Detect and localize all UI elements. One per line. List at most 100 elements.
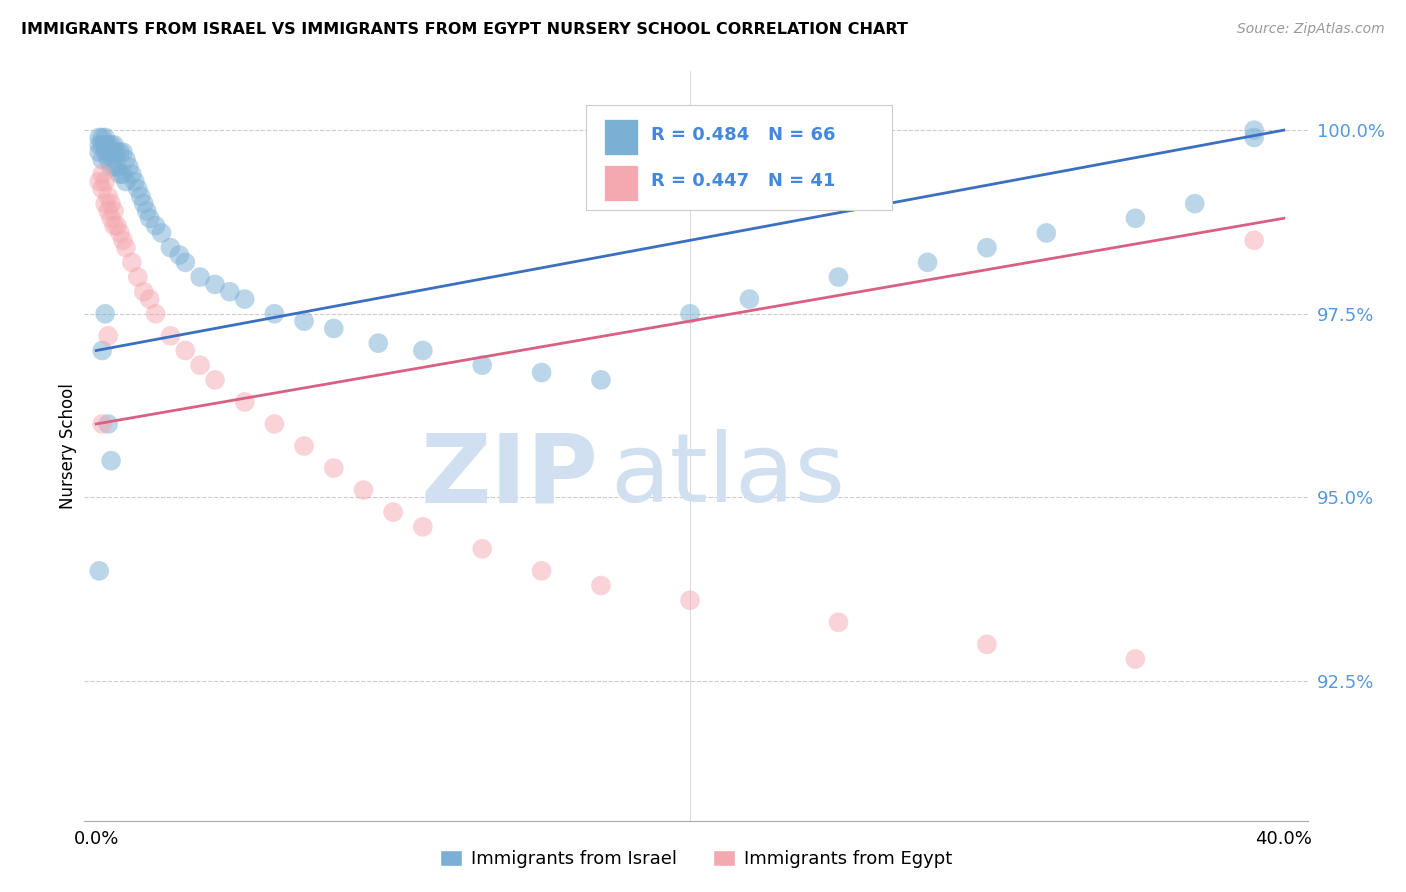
Point — [530, 366, 553, 380]
Point — [97, 145, 120, 160]
Point — [1125, 652, 1147, 666]
Point — [121, 255, 143, 269]
Point — [218, 285, 240, 299]
Point — [103, 145, 125, 160]
Text: R = 0.484   N = 66: R = 0.484 N = 66 — [651, 127, 835, 145]
Point — [94, 137, 117, 152]
Point — [827, 270, 849, 285]
Point — [976, 637, 998, 651]
Point — [100, 160, 122, 174]
Bar — [605, 165, 638, 201]
Point — [322, 321, 344, 335]
Point — [132, 196, 155, 211]
Point — [94, 307, 117, 321]
Point — [97, 417, 120, 431]
Point — [115, 241, 138, 255]
Point — [124, 175, 146, 189]
Point — [292, 314, 315, 328]
Point — [97, 137, 120, 152]
Point — [94, 196, 117, 211]
Point — [100, 211, 122, 226]
Point — [204, 373, 226, 387]
Y-axis label: Nursery School: Nursery School — [59, 383, 77, 509]
Point — [679, 307, 702, 321]
Point — [105, 160, 128, 174]
Point — [103, 137, 125, 152]
Text: Source: ZipAtlas.com: Source: ZipAtlas.com — [1237, 22, 1385, 37]
FancyBboxPatch shape — [586, 105, 891, 210]
Point — [97, 328, 120, 343]
Point — [1184, 196, 1206, 211]
Point — [976, 241, 998, 255]
Point — [1035, 226, 1057, 240]
Point — [1243, 233, 1265, 247]
Point — [97, 203, 120, 218]
Point — [135, 203, 157, 218]
Point — [105, 145, 128, 160]
Point — [89, 130, 111, 145]
Point — [159, 328, 181, 343]
Point — [138, 292, 160, 306]
Point — [89, 145, 111, 160]
Point — [100, 196, 122, 211]
Point — [94, 175, 117, 189]
Point — [111, 233, 134, 247]
Text: R = 0.447   N = 41: R = 0.447 N = 41 — [651, 172, 835, 190]
Point — [103, 203, 125, 218]
Point — [89, 175, 111, 189]
Point — [1125, 211, 1147, 226]
Point — [159, 241, 181, 255]
Point — [589, 373, 612, 387]
Point — [100, 137, 122, 152]
Point — [111, 145, 134, 160]
Point — [108, 167, 131, 181]
Point — [100, 145, 122, 160]
Text: atlas: atlas — [610, 429, 845, 523]
Point — [97, 153, 120, 167]
Point — [127, 270, 149, 285]
Point — [108, 226, 131, 240]
Point — [91, 417, 114, 431]
Point — [174, 343, 197, 358]
Point — [91, 182, 114, 196]
Text: ZIP: ZIP — [420, 429, 598, 523]
Point — [103, 160, 125, 174]
Text: IMMIGRANTS FROM ISRAEL VS IMMIGRANTS FROM EGYPT NURSERY SCHOOL CORRELATION CHART: IMMIGRANTS FROM ISRAEL VS IMMIGRANTS FRO… — [21, 22, 908, 37]
Point — [94, 130, 117, 145]
Point — [738, 292, 761, 306]
Point — [679, 593, 702, 607]
Bar — [605, 119, 638, 155]
Point — [188, 270, 211, 285]
Point — [471, 541, 494, 556]
Point — [89, 137, 111, 152]
Legend: Immigrants from Israel, Immigrants from Egypt: Immigrants from Israel, Immigrants from … — [433, 843, 959, 875]
Point — [188, 358, 211, 372]
Point — [89, 564, 111, 578]
Point — [174, 255, 197, 269]
Point — [129, 189, 152, 203]
Point — [263, 417, 285, 431]
Point — [1243, 123, 1265, 137]
Point — [233, 395, 256, 409]
Point — [145, 307, 167, 321]
Point — [145, 219, 167, 233]
Point — [91, 343, 114, 358]
Point — [121, 167, 143, 181]
Point — [118, 160, 141, 174]
Point — [132, 285, 155, 299]
Point — [94, 145, 117, 160]
Point — [100, 453, 122, 467]
Point — [412, 343, 434, 358]
Point — [589, 578, 612, 592]
Point — [138, 211, 160, 226]
Point — [292, 439, 315, 453]
Point — [530, 564, 553, 578]
Point — [108, 145, 131, 160]
Point — [91, 130, 114, 145]
Point — [263, 307, 285, 321]
Point — [1243, 130, 1265, 145]
Point — [367, 336, 389, 351]
Point — [204, 277, 226, 292]
Point — [115, 153, 138, 167]
Point — [115, 175, 138, 189]
